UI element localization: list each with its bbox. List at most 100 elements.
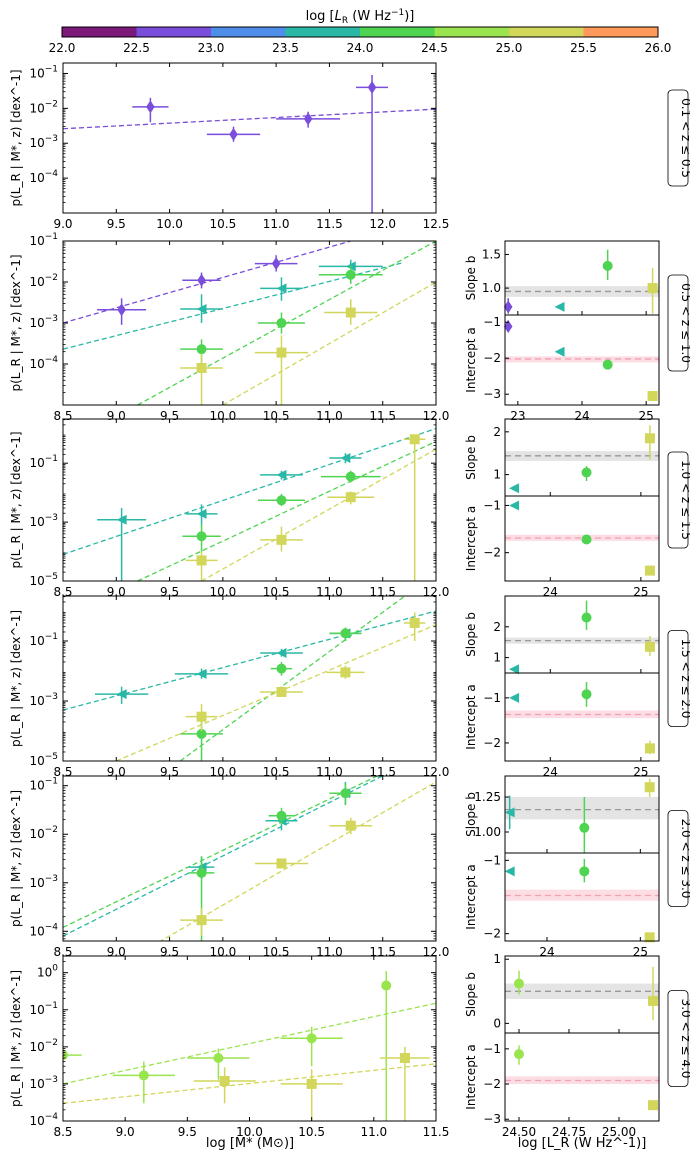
y-tick-label: 1.0 bbox=[482, 281, 501, 295]
colorbar-tick-label: 25.0 bbox=[496, 41, 523, 55]
panel-frame bbox=[504, 852, 660, 942]
redshift-label: 1.0 < z ≤ 1.5 bbox=[667, 451, 690, 549]
parameter-point bbox=[648, 966, 658, 1021]
point-marker bbox=[197, 273, 206, 287]
panel-frame bbox=[62, 595, 437, 762]
panel-row: 8.5 9.0 9.5 10.0 10.5 11.0 11.5 12.010−410−310−… bbox=[9, 232, 690, 423]
data-point bbox=[254, 858, 309, 869]
x-tick-label: 9.5 bbox=[160, 945, 179, 959]
y-axis-label: p(L_R | M*, z) [dex^-1] bbox=[9, 790, 23, 927]
point-marker bbox=[381, 980, 392, 991]
side-y-label: Slope b bbox=[464, 612, 478, 657]
redshift-label: 2.0 < z ≤ 3.0 bbox=[667, 810, 690, 907]
point-marker bbox=[509, 483, 520, 494]
side-y-label: Intercept a bbox=[464, 1044, 478, 1109]
y-tick-label: 10−4 bbox=[29, 922, 58, 938]
data-point bbox=[380, 1046, 430, 1121]
y-tick-label: 10−3 bbox=[29, 874, 58, 890]
point-marker bbox=[509, 692, 520, 703]
point-marker bbox=[276, 686, 287, 697]
data-point bbox=[132, 97, 169, 123]
redshift-label-box bbox=[667, 451, 689, 549]
parameter-point bbox=[648, 1100, 658, 1111]
side-y-label: Slope b bbox=[464, 435, 478, 480]
point-marker bbox=[345, 471, 356, 482]
point-marker bbox=[306, 1078, 317, 1089]
fit-line bbox=[137, 440, 436, 581]
point-marker bbox=[276, 663, 287, 674]
point-marker bbox=[644, 433, 655, 444]
parameter-point bbox=[509, 664, 520, 675]
point-marker bbox=[116, 514, 127, 525]
fit-line bbox=[63, 261, 405, 350]
redshift-label: 0.1 < z ≤ 0.5 bbox=[667, 89, 690, 187]
colorbar-bin bbox=[509, 27, 584, 37]
point-marker bbox=[644, 641, 655, 652]
point-marker bbox=[409, 434, 420, 445]
y-tick-label: −3 bbox=[483, 387, 501, 401]
parameter-point bbox=[644, 740, 655, 755]
y-tick-label: 100 bbox=[37, 964, 58, 980]
point-marker bbox=[219, 1075, 230, 1086]
x-tick-label: 8.5 bbox=[53, 1125, 72, 1139]
side-y-label: Slope b bbox=[464, 792, 478, 837]
intercept-panel: −3 −2 −1 Intercept a bbox=[464, 314, 660, 406]
point-marker bbox=[196, 362, 207, 373]
redshift-label: 0.5 < z ≤ 1.0 bbox=[667, 274, 690, 372]
data-point bbox=[260, 277, 303, 301]
data-point bbox=[182, 524, 221, 552]
parameter-point bbox=[504, 795, 515, 830]
y-tick-label: 2 bbox=[493, 425, 501, 439]
data-point bbox=[254, 255, 298, 272]
fit-line bbox=[63, 108, 436, 130]
x-tick-label: 9.5 bbox=[107, 217, 126, 231]
slope-panel: 1 2 Slope b bbox=[464, 418, 660, 497]
point-marker bbox=[554, 301, 565, 312]
side-x-tick-label: 25 bbox=[633, 945, 648, 959]
colorbar-tick-label: 24.5 bbox=[421, 41, 448, 55]
y-tick-label: 10−1 bbox=[29, 1001, 58, 1017]
point-marker bbox=[345, 820, 356, 831]
y-tick-label: 10−2 bbox=[29, 1038, 58, 1054]
posterior-band bbox=[505, 710, 659, 719]
colorbar-tick-label: 22.5 bbox=[123, 41, 150, 55]
colorbar-tick-label: 23.5 bbox=[272, 41, 299, 55]
point-marker bbox=[196, 711, 207, 722]
point-marker bbox=[503, 300, 513, 314]
side-y-label: Intercept a bbox=[464, 864, 478, 929]
point-marker bbox=[514, 1049, 524, 1060]
x-tick-label: 12.5 bbox=[423, 217, 450, 231]
data-point bbox=[185, 504, 218, 525]
fit-line bbox=[63, 427, 436, 556]
y-tick-label: 10−3 bbox=[29, 134, 58, 150]
side-y-label: Intercept a bbox=[464, 506, 478, 571]
side-y-label: Slope b bbox=[464, 256, 478, 301]
y-tick-label: 10−1 bbox=[29, 454, 58, 470]
panel-frame bbox=[62, 775, 437, 942]
y-axis-label: p(L_R | M*, z) [dex^-1] bbox=[9, 610, 23, 747]
data-point bbox=[270, 661, 293, 676]
point-marker bbox=[345, 492, 356, 503]
y-tick-label: −1 bbox=[483, 315, 501, 329]
x-tick-label: 10.5 bbox=[209, 217, 236, 231]
y-tick-label: 1 bbox=[493, 651, 501, 665]
y-tick-label: 10−5 bbox=[29, 752, 58, 768]
point-marker bbox=[504, 866, 515, 877]
parameter-point bbox=[647, 391, 658, 401]
intercept-panel: −2 −1 Intercept a bbox=[464, 495, 660, 582]
data-point bbox=[329, 783, 362, 806]
colorbar-bin bbox=[583, 27, 658, 37]
x-tick-label: 11.0 bbox=[316, 945, 343, 959]
point-marker bbox=[581, 467, 592, 478]
panel-row: 8.5 9.0 9.5 10.0 10.5 11.0 11.5 12.010−510−310−… bbox=[9, 595, 690, 779]
point-marker bbox=[644, 782, 655, 793]
data-point bbox=[254, 335, 309, 405]
colorbar: log [LR (W Hz−1)] 22.0 22.5 23.0 23.5 24.0 24… bbox=[49, 8, 672, 55]
fit-line bbox=[159, 781, 436, 941]
parameter-point bbox=[647, 267, 658, 314]
data-point bbox=[324, 299, 378, 325]
point-marker bbox=[271, 257, 281, 271]
fit-line bbox=[63, 776, 384, 937]
parameter-point bbox=[509, 483, 520, 494]
y-tick-label: 10−3 bbox=[29, 314, 58, 330]
